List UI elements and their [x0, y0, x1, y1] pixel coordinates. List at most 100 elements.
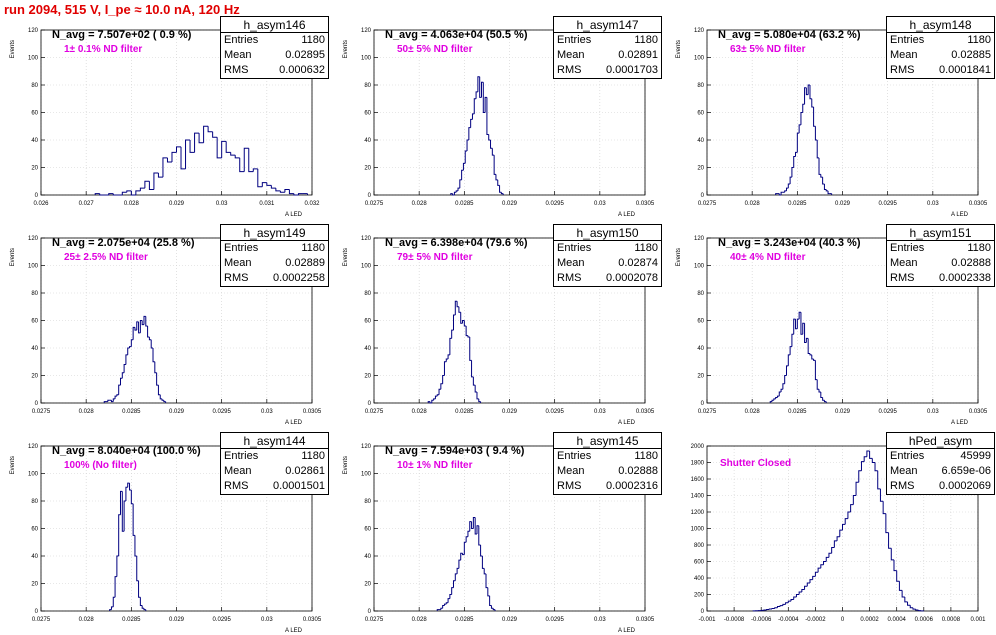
histogram-bin: [124, 501, 126, 531]
histogram-bin: [853, 496, 856, 505]
histogram-bin: [457, 301, 459, 307]
x-tick-label: 0.0285: [122, 409, 141, 415]
x-tick-label: 0.0295: [545, 201, 564, 207]
stats-entries-label: Entries: [890, 33, 924, 48]
histogram-bin: [794, 157, 796, 168]
histogram-bin: [472, 114, 474, 120]
histogram-bin: [817, 380, 819, 390]
histogram-bin: [916, 609, 919, 610]
histogram-name: h_asym150: [554, 225, 661, 241]
y-tick-label: 80: [364, 83, 371, 89]
x-tick-label: 0.0275: [365, 201, 384, 207]
histogram-bin: [786, 188, 788, 191]
y-tick-label: 200: [694, 593, 705, 599]
histogram-bin: [149, 337, 151, 340]
histogram-bin: [824, 184, 826, 190]
histogram-bin: [235, 155, 240, 158]
histogram-bin: [443, 376, 445, 384]
histogram-bin: [195, 133, 200, 152]
histogram-bin: [164, 400, 166, 401]
stats-rms-label: RMS: [224, 63, 248, 78]
histogram-bin: [262, 183, 267, 187]
histogram-bin: [772, 400, 774, 401]
histogram-bin: [786, 366, 788, 376]
histogram-bin: [498, 180, 500, 186]
histogram-bin: [815, 572, 818, 576]
histogram-bin: [490, 596, 492, 606]
x-tick-label: 0.0275: [698, 201, 717, 207]
histogram-bin: [828, 191, 830, 194]
histogram-bin: [864, 457, 867, 462]
x-tick-label: 0.029: [502, 617, 518, 623]
x-tick-label: 0.0002: [860, 617, 879, 623]
stats-entries-value: 1180: [967, 33, 991, 48]
histogram-bin: [119, 515, 121, 556]
histogram-bin: [486, 574, 488, 588]
histogram-bin: [455, 574, 457, 581]
y-tick-label: 2000: [691, 444, 705, 450]
y-tick-label: 80: [364, 291, 371, 297]
histogram-bin: [146, 316, 148, 326]
stats-rms-label: RMS: [557, 271, 581, 286]
y-axis-label: Events: [343, 40, 349, 58]
x-tick-label: 0.027: [79, 201, 95, 207]
histogram-bin: [466, 537, 468, 543]
histogram-bin: [113, 399, 115, 402]
histogram-bin: [111, 607, 113, 610]
histogram-bin: [851, 505, 854, 512]
filter-label: 63± 5% ND filter: [730, 44, 806, 55]
x-tick-label: 0.0295: [212, 409, 231, 415]
x-tick-label: 0.03: [927, 201, 939, 207]
x-tick-label: 0.0305: [636, 409, 655, 415]
histogram-bin: [213, 132, 218, 138]
histogram-bin: [459, 307, 461, 313]
histogram-bin: [823, 398, 825, 401]
histogram-bin: [810, 354, 812, 355]
x-tick-label: 0.0305: [636, 617, 655, 623]
x-tick-label: 0.028: [412, 201, 428, 207]
histogram-bin: [464, 542, 466, 554]
histogram-bin: [776, 398, 778, 399]
histogram-bin: [861, 462, 864, 471]
x-tick-label: 0.0006: [915, 617, 934, 623]
histogram-bin: [144, 608, 146, 609]
histogram-bin: [802, 590, 805, 592]
x-tick-label: 0.0295: [878, 409, 897, 415]
histogram-bin: [479, 399, 481, 402]
y-tick-label: 0: [368, 193, 372, 199]
stats-mean-label: Mean: [890, 464, 918, 479]
y-tick-label: 60: [31, 111, 38, 117]
stats-entries-value: 1180: [634, 449, 658, 464]
y-tick-label: 0: [35, 401, 39, 407]
histogram-bin: [788, 601, 791, 603]
y-tick-label: 40: [364, 554, 371, 560]
histogram-bin: [785, 376, 787, 384]
stats-mean-value: 0.02891: [618, 48, 658, 63]
stats-mean-label: Mean: [557, 48, 585, 63]
y-axis-label: Events: [10, 456, 16, 474]
histogram-bin: [448, 599, 450, 603]
y-tick-label: 80: [31, 499, 38, 505]
stats-mean-value: 0.02861: [285, 464, 325, 479]
histogram-bin: [781, 192, 783, 195]
histogram-bin: [777, 396, 779, 397]
histogram-bin: [880, 489, 883, 501]
histogram-bin: [812, 355, 814, 359]
histogram-bin: [448, 355, 450, 359]
x-tick-label: 0.0305: [969, 201, 988, 207]
y-tick-label: 20: [364, 582, 371, 588]
navg-label: N_avg = 2.075e+04 (25.8 %): [52, 237, 194, 249]
x-tick-label: 0.03: [261, 409, 273, 415]
stats-entries: Entries 1180: [887, 33, 994, 48]
stats-rms-value: 0.000632: [279, 63, 325, 78]
histogram-bin: [467, 140, 469, 151]
histogram-bin: [814, 107, 816, 126]
histogram-bin: [444, 362, 446, 376]
histogram-bin: [815, 126, 817, 140]
x-tick-label: 0.028: [412, 617, 428, 623]
